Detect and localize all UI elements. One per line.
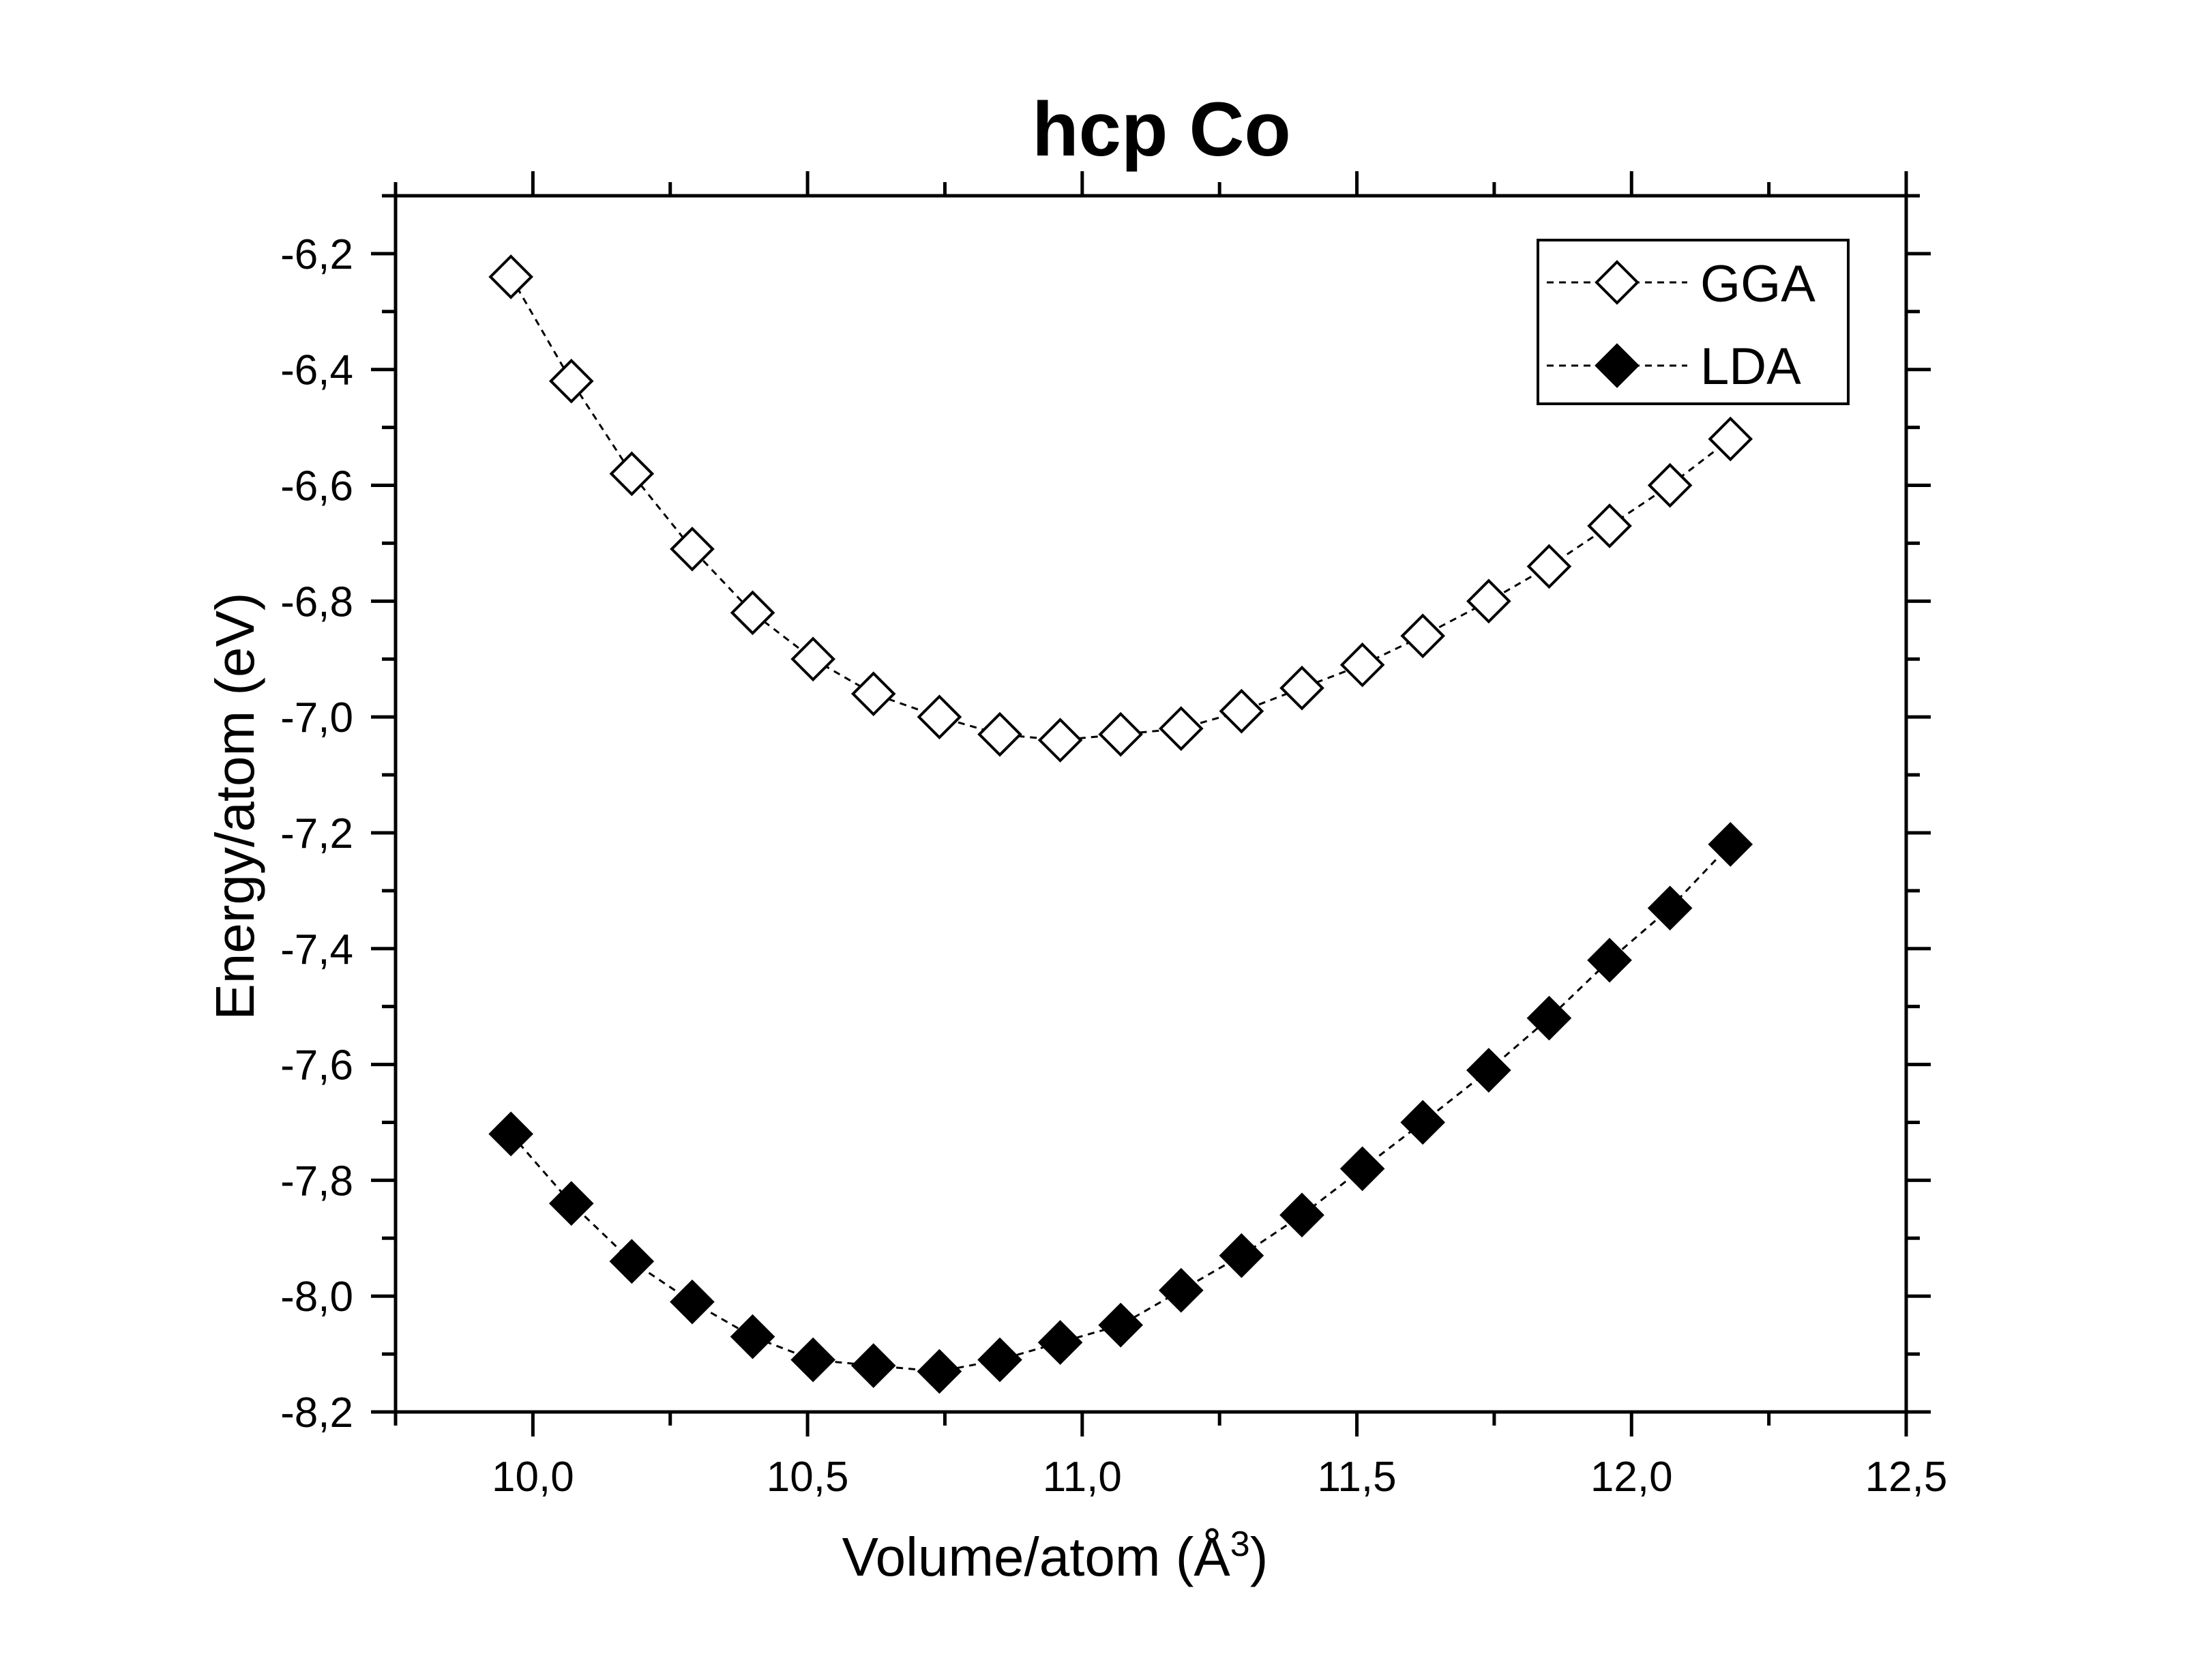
data-point-lda [1647, 885, 1693, 931]
data-point-lda [488, 1111, 533, 1157]
data-point-gga [1279, 665, 1324, 711]
legend-lda-label: LDA [1700, 338, 1801, 396]
y-axis-ticks [371, 194, 1931, 1414]
data-point-lda [1400, 1100, 1446, 1145]
y-tick-label: -8,2 [280, 1389, 353, 1436]
y-tick-label: -6,6 [280, 463, 353, 510]
plot-frame [394, 194, 1908, 1414]
data-point-lda [1708, 822, 1753, 867]
data-point-gga [1158, 706, 1204, 751]
x-axis-label: Volume/atom (Å3) [842, 1524, 1269, 1587]
y-tick-label: -7,4 [280, 926, 353, 973]
y-tick-label: -6,4 [280, 347, 353, 394]
x-tick-label: 10,5 [767, 1454, 849, 1501]
data-point-gga [730, 590, 775, 636]
series-gga [488, 254, 1753, 763]
data-point-lda [790, 1337, 835, 1383]
data-point-lda [977, 1337, 1022, 1383]
data-point-gga [1339, 642, 1385, 688]
data-point-gga [977, 711, 1022, 757]
data-point-lda [1587, 937, 1632, 983]
legend-gga-label: GGA [1700, 255, 1815, 313]
x-axis-label-text: Volume/atom (Å [842, 1527, 1231, 1587]
y-axis-tick-labels: -6,2 -6,4 -6,6 -6,8 -7,0 -7,2 -7,4 -7,6 -7,8 -8,0… [280, 231, 353, 1436]
data-point-gga [1647, 462, 1693, 508]
data-point-lda [850, 1343, 896, 1388]
y-tick-label: -6,2 [280, 231, 353, 278]
legend: GGA LDA [1537, 239, 1850, 405]
legend-gga-marker [1595, 260, 1640, 305]
x-tick-label: 12,5 [1865, 1454, 1948, 1501]
data-point-gga [1098, 711, 1144, 757]
data-point-gga [1587, 503, 1632, 548]
data-point-lda [1526, 995, 1572, 1041]
data-point-gga [488, 254, 533, 299]
plot-area [488, 254, 1753, 1394]
x-tick-label: 11,0 [1043, 1454, 1122, 1501]
x-axis-ticks [394, 171, 1908, 1436]
legend-marker-lda [1595, 343, 1640, 388]
data-point-gga [917, 694, 962, 739]
data-point-lda [1279, 1192, 1324, 1238]
data-point-lda [1098, 1302, 1144, 1348]
data-point-lda [1158, 1267, 1204, 1313]
legend-marker-gga [1595, 260, 1640, 305]
y-tick-label: -8,0 [280, 1273, 353, 1321]
legend-box [1537, 239, 1850, 405]
x-tick-label: 10,0 [492, 1454, 574, 1501]
chart-title: hcp Co [1032, 87, 1291, 172]
series-lda [488, 822, 1753, 1394]
data-point-gga [609, 451, 655, 497]
data-point-gga [1708, 416, 1753, 462]
x-axis-label-close: ) [1250, 1527, 1269, 1587]
data-point-lda [1466, 1048, 1511, 1093]
x-tick-label: 12,0 [1590, 1454, 1673, 1501]
x-axis-label-superscript: 3 [1230, 1524, 1250, 1564]
x-axis-tick-labels: 10,0 10,5 11,0 11,5 12,0 12,5 [492, 1454, 1947, 1501]
data-point-gga [1037, 718, 1083, 763]
x-tick-label: 11,5 [1318, 1454, 1397, 1501]
y-tick-label: -7,8 [280, 1158, 353, 1205]
data-point-lda [917, 1349, 962, 1394]
y-tick-label: -7,2 [280, 810, 353, 857]
data-point-lda [548, 1181, 594, 1226]
y-tick-label: -7,6 [280, 1042, 353, 1089]
data-point-lda [609, 1239, 655, 1284]
y-tick-label: -7,0 [280, 694, 353, 741]
data-point-gga [850, 671, 896, 717]
series-line-lda [510, 843, 1732, 1373]
data-point-gga [790, 636, 835, 682]
data-point-gga [1466, 578, 1511, 624]
data-point-gga [548, 358, 594, 404]
data-point-gga [1400, 613, 1446, 659]
data-point-lda [730, 1314, 775, 1359]
data-point-gga [1526, 544, 1572, 589]
data-point-gga [670, 527, 715, 572]
data-point-lda [1339, 1146, 1385, 1192]
y-tick-label: -6,8 [280, 578, 353, 625]
data-point-lda [1037, 1320, 1083, 1365]
y-axis-label: Energy/atom (eV) [205, 593, 265, 1020]
data-point-lda [670, 1279, 715, 1325]
data-point-gga [1219, 688, 1264, 734]
legend-lda-marker [1595, 343, 1640, 388]
data-point-lda [1219, 1233, 1264, 1278]
